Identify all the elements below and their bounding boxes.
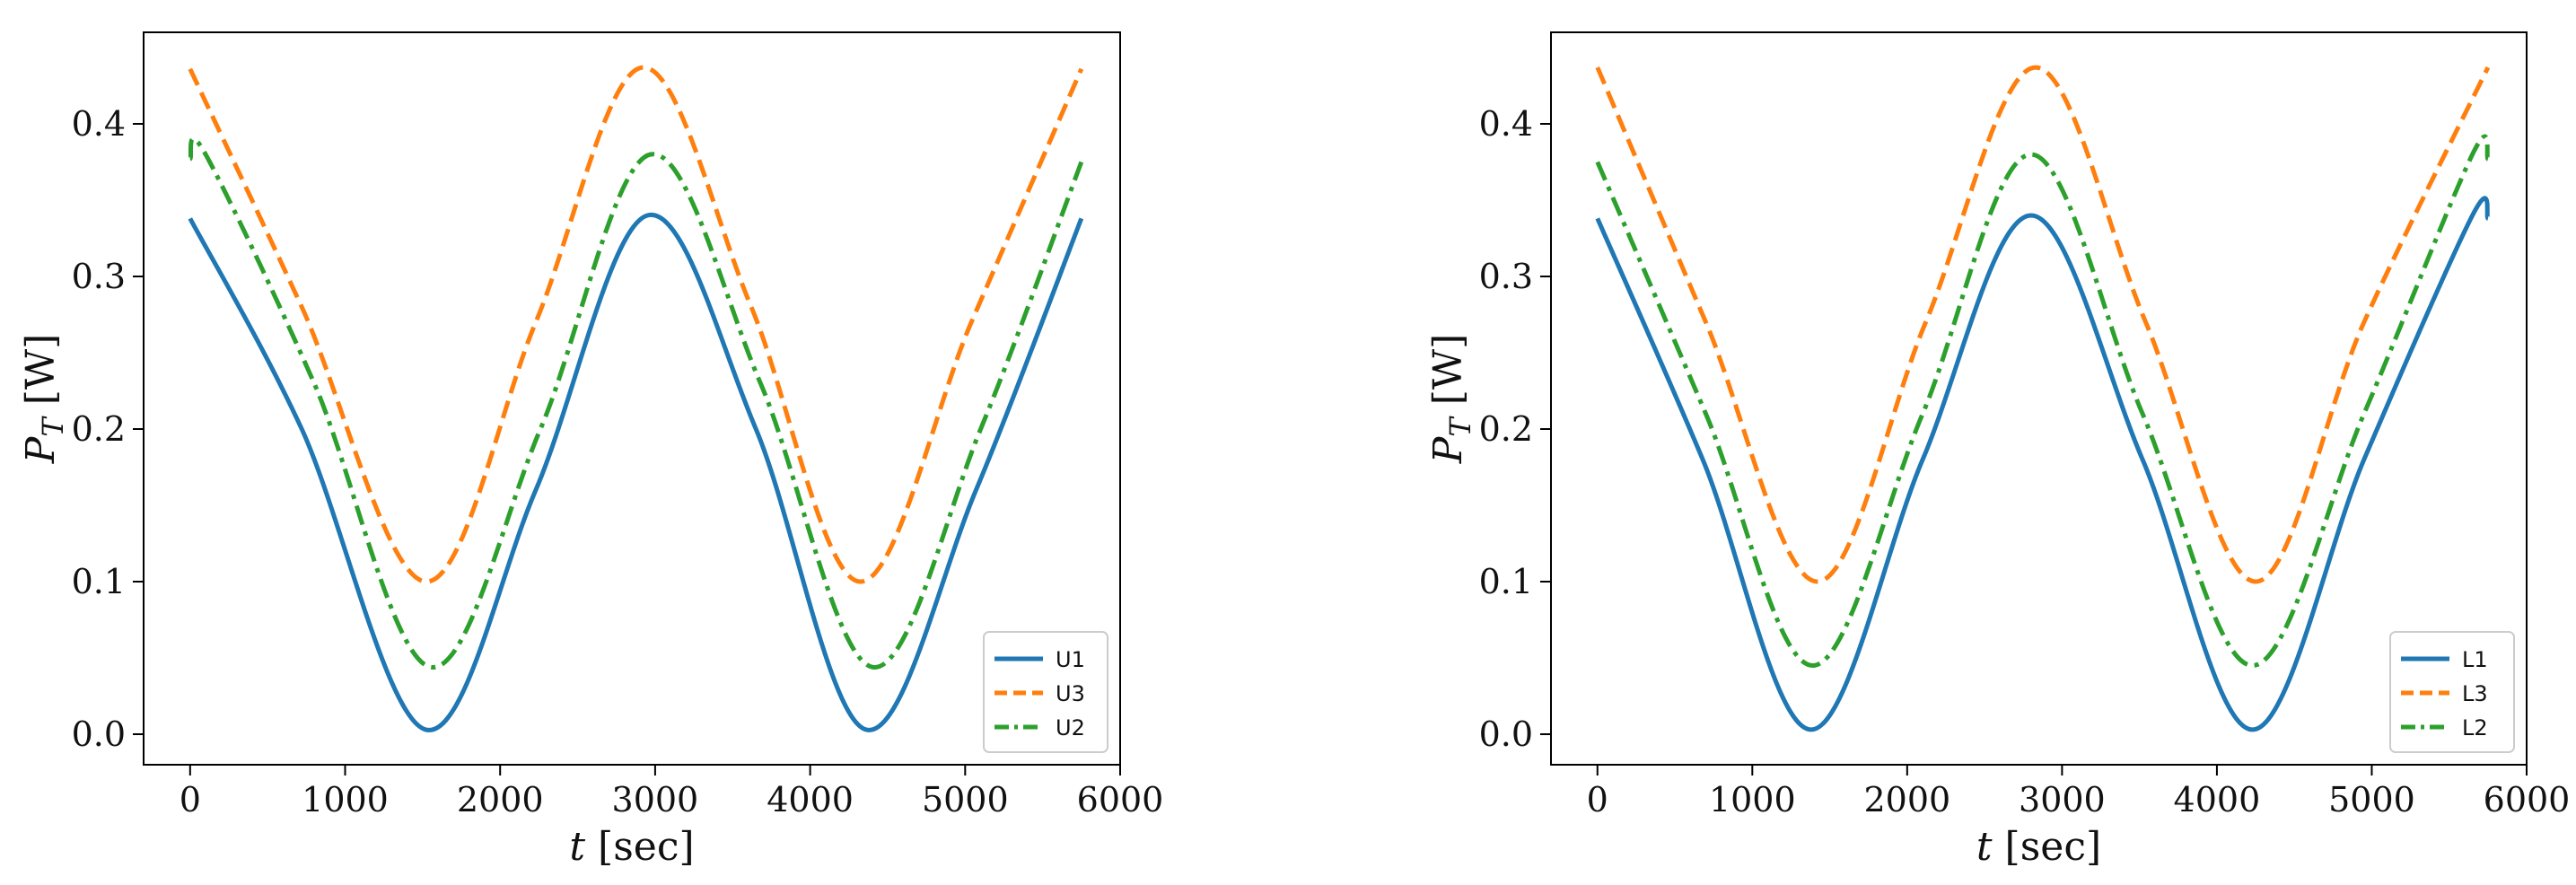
x-axis-unit: [sec] xyxy=(1993,824,2102,870)
legend-label-l2: L2 xyxy=(2462,715,2488,740)
x-tick-label: 4000 xyxy=(767,780,854,819)
x-tick-label: 4000 xyxy=(2174,780,2261,819)
legend-label-u3: U3 xyxy=(1056,681,1085,706)
axes-frame xyxy=(1550,31,2528,766)
y-axis-sub: T xyxy=(36,416,70,437)
x-tick-label: 0 xyxy=(180,780,201,819)
y-axis-unit: [W] xyxy=(1425,334,1471,418)
y-tick-label: 0.0 xyxy=(72,714,126,754)
y-tick-label: 0.3 xyxy=(1479,257,1533,296)
x-axis-var: t xyxy=(569,824,585,870)
x-axis-var: t xyxy=(1976,824,1993,870)
x-tick-label: 2000 xyxy=(1863,780,1950,819)
chart-upper: 0 1000 2000 3000 4000 5000 6000 0.0 0.1 0.2 0.3 0.4… xyxy=(18,31,1164,870)
y-tick-label: 0.3 xyxy=(72,257,126,296)
x-axis-label: t [sec] xyxy=(1976,824,2101,870)
y-axis-label: PT [W] xyxy=(18,334,70,465)
y-tick-label: 0.4 xyxy=(72,104,126,144)
x-axis-label: t [sec] xyxy=(569,824,694,870)
x-tick-label: 3000 xyxy=(612,780,699,819)
x-tick-label: 0 xyxy=(1587,780,1608,819)
legend-label-l1: L1 xyxy=(2462,647,2488,672)
y-tick-label: 0.4 xyxy=(1479,104,1533,144)
y-tick-label: 0.0 xyxy=(1479,714,1533,754)
legend-label-u1: U1 xyxy=(1056,647,1085,672)
x-tick-label: 5000 xyxy=(2328,780,2415,819)
y-tick-label: 0.1 xyxy=(1479,562,1533,601)
axes-frame xyxy=(143,31,1121,766)
y-axis-var: P xyxy=(1425,435,1471,464)
series-line-u2 xyxy=(188,136,1084,670)
x-axis-unit: [sec] xyxy=(585,824,695,870)
y-tick-label: 0.1 xyxy=(72,562,126,601)
series-line-l1 xyxy=(1595,196,2491,732)
legend-label-u2: U2 xyxy=(1056,715,1085,740)
x-tick-label: 6000 xyxy=(1077,780,1164,819)
x-tick-label: 6000 xyxy=(2484,780,2571,819)
y-axis-label: PT [W] xyxy=(1425,334,1477,465)
series-line-l2 xyxy=(1595,134,2491,668)
legend-box xyxy=(2389,631,2515,753)
x-tick-label: 1000 xyxy=(302,780,389,819)
y-axis-unit: [W] xyxy=(18,334,64,418)
x-tick-label: 1000 xyxy=(1709,780,1796,819)
series-line-u1 xyxy=(188,213,1084,732)
chart-lower: 0 1000 2000 3000 4000 5000 6000 0.0 0.1 0.2 0.3 0.4… xyxy=(1425,31,2571,870)
series-line-u3 xyxy=(188,65,1084,584)
legend-label-l3: L3 xyxy=(2462,681,2488,706)
x-tick-label: 5000 xyxy=(922,780,1009,819)
y-axis-var: P xyxy=(18,435,64,464)
legend-box xyxy=(983,631,1108,753)
y-tick-label: 0.2 xyxy=(1479,409,1533,449)
series-line-l3 xyxy=(1595,65,2491,584)
x-tick-label: 2000 xyxy=(457,780,544,819)
x-tick-label: 3000 xyxy=(2019,780,2106,819)
y-axis-sub: T xyxy=(1443,416,1477,437)
y-tick-label: 0.2 xyxy=(72,409,126,449)
